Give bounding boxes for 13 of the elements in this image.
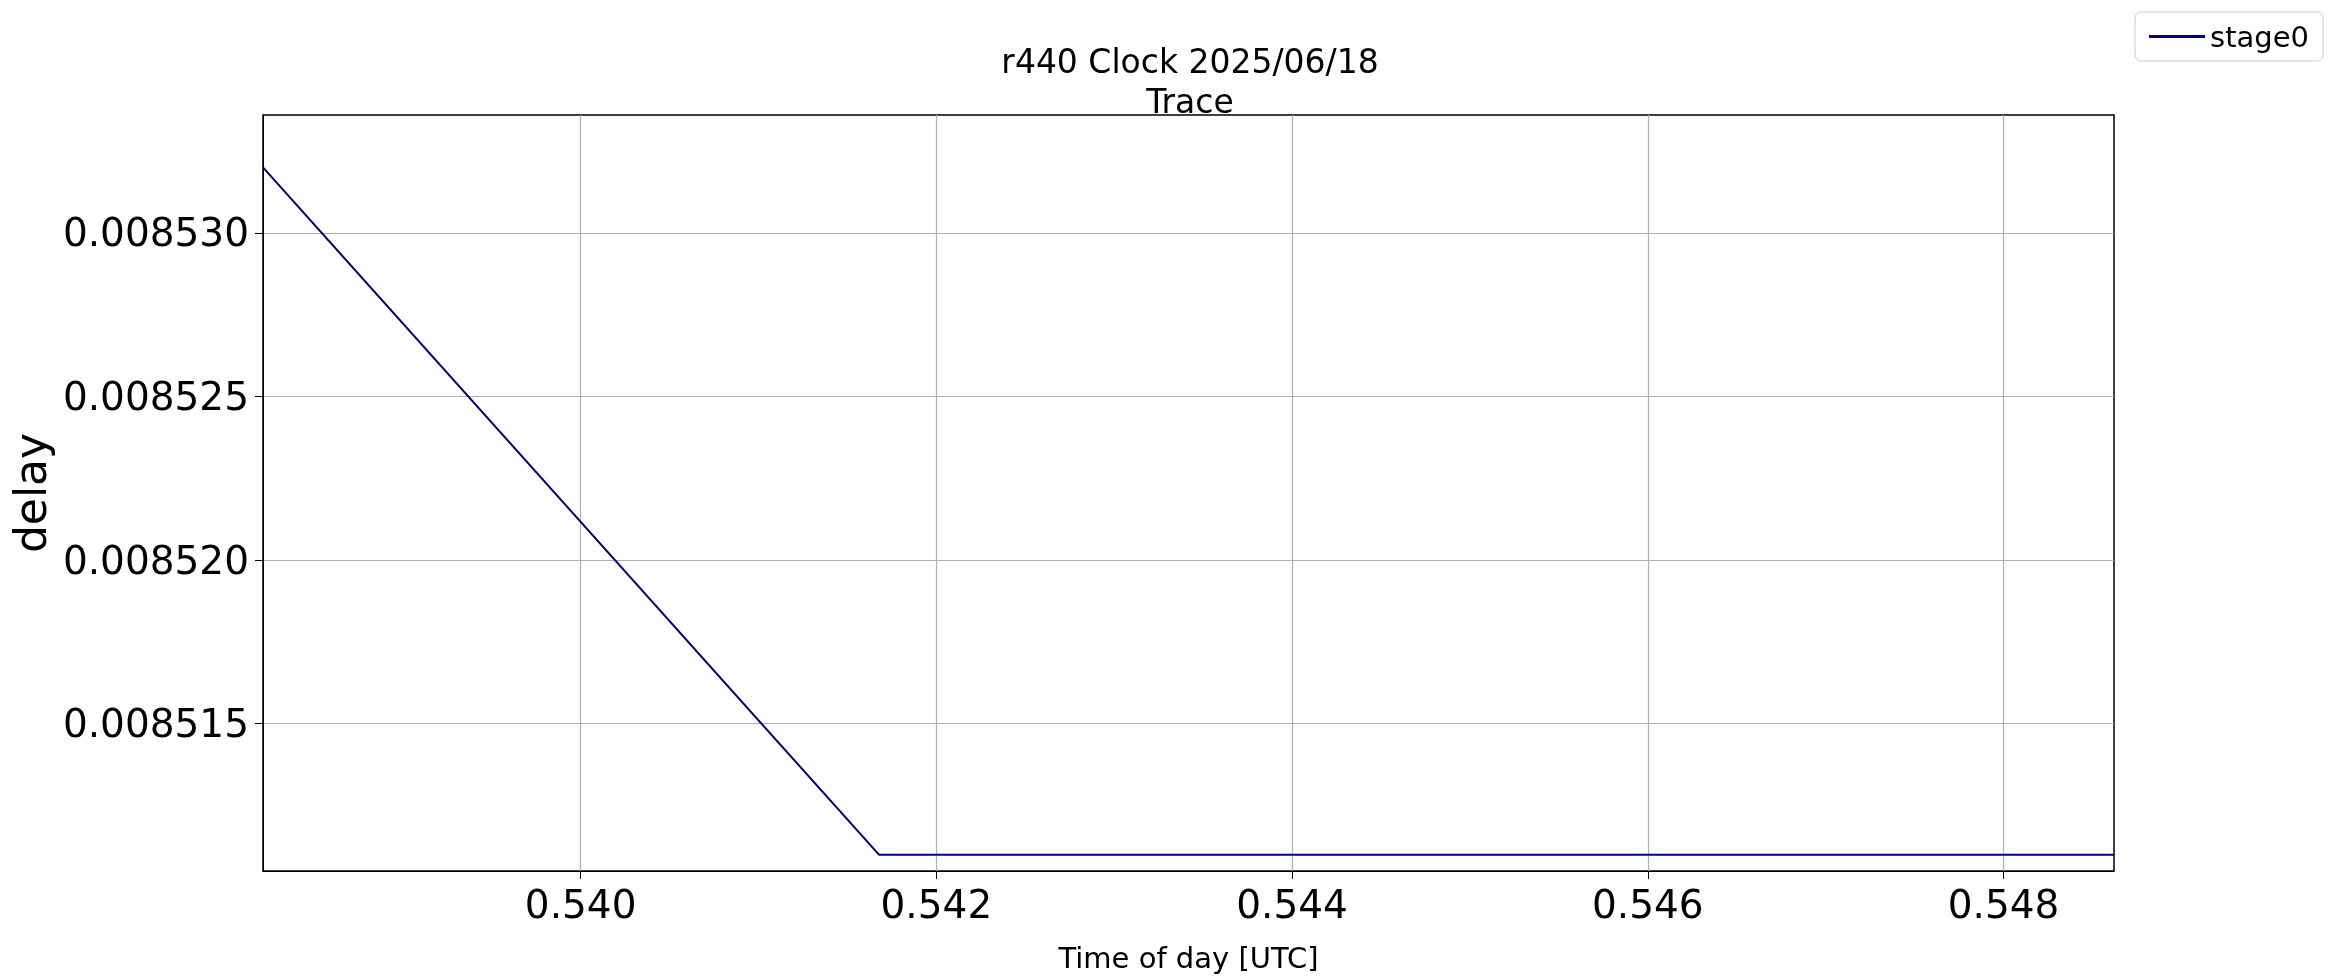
y-tick-label: 0.008520: [62, 537, 249, 583]
legend-label: stage0: [2210, 19, 2309, 54]
y-tick-label: 0.008525: [62, 373, 249, 419]
x-tick-label: 0.542: [880, 882, 993, 927]
y-tick-label: 0.008515: [62, 701, 249, 747]
x-tick-label: 0.548: [1947, 882, 2060, 927]
x-tick-label: 0.540: [524, 882, 637, 927]
x-axis-title: Time of day [UTC]: [1057, 940, 1319, 975]
y-tick-label: 0.008530: [62, 210, 249, 256]
x-tick-label: 0.546: [1591, 882, 1704, 927]
y-axis-title: delay: [4, 432, 56, 554]
chart-title: r440 Clock 2025/06/18 Trace: [1001, 41, 1379, 121]
x-tick-label: 0.544: [1236, 882, 1348, 927]
